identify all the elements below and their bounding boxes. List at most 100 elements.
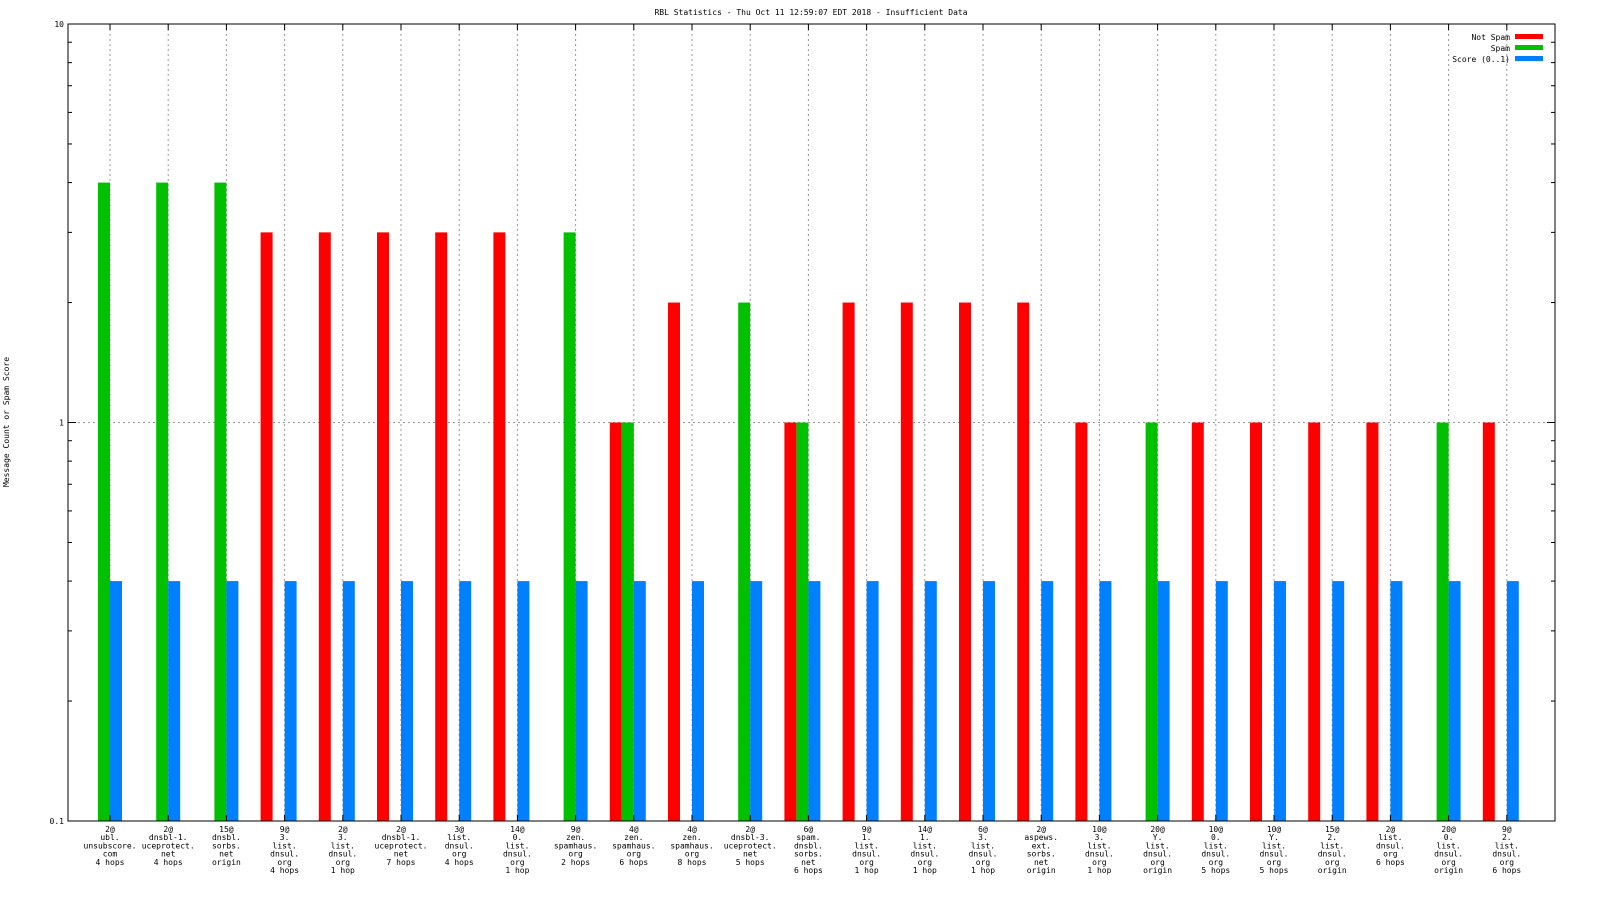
category-label-line: 7 hops	[387, 858, 416, 867]
category-label-line: uceprotect.	[724, 841, 777, 850]
category-label-line: net	[394, 850, 409, 859]
category-label-line: org	[336, 858, 351, 867]
category-label-line: 14@	[510, 825, 525, 834]
category-label-line: dnsul.	[969, 850, 998, 859]
category-label-line: 1 hop	[505, 866, 529, 875]
category-label-line: dnsul.	[503, 850, 532, 859]
category-label-line: 5 hops	[736, 858, 765, 867]
category-label-line: dnsul.	[910, 850, 939, 859]
y-axis-label: Message Count or Spam Score	[2, 357, 11, 487]
bar-score-0-1	[692, 581, 704, 821]
category-label-line: ubl.	[100, 833, 119, 842]
category-label: 15@ dnsbl. sorbs. net origin	[212, 825, 241, 867]
category-label-line: 1 hop	[331, 866, 355, 875]
category-label-line: 9@	[862, 825, 872, 834]
category-label-line: 4@	[629, 825, 639, 834]
category-label-line: 3@	[454, 825, 464, 834]
category-label-line: org	[1325, 858, 1340, 867]
category-label-line: net	[801, 858, 816, 867]
bar-not-spam	[1075, 422, 1088, 821]
category-label-line: list.	[331, 841, 355, 850]
bar-not-spam	[1366, 422, 1379, 821]
category-label-line: 6@	[978, 825, 988, 834]
bar-not-spam	[318, 232, 331, 821]
category-label-line: origin	[1143, 866, 1172, 875]
category-label-line: 1 hop	[855, 866, 879, 875]
category-label: 10@ 0. list. dnsul. org 5 hops	[1201, 825, 1230, 875]
category-label-line: org	[627, 850, 642, 859]
category-label-line: origin	[1434, 866, 1463, 875]
legend-label: Not Spam	[1471, 33, 1510, 42]
category-label-line: dnsbl.	[212, 833, 241, 842]
category-label-line: 2@	[1036, 825, 1046, 834]
category-label-line: 3.	[978, 833, 988, 842]
category-label-line: Y.	[1153, 833, 1163, 842]
category-label-line: list.	[913, 841, 937, 850]
category-label-line: dnsul.	[1085, 850, 1114, 859]
bar-score-0-1	[226, 581, 239, 821]
category-label-line: spamhaus.	[612, 841, 655, 850]
category-label-line: spam.	[796, 833, 820, 842]
category-label-line: list.	[1320, 841, 1344, 850]
bar-score-0-1	[1041, 581, 1054, 821]
category-label: 9@ 2. list. dnsul. org 6 hops	[1492, 825, 1521, 875]
category-label-line: org	[452, 850, 467, 859]
bar-score-0-1	[110, 581, 122, 821]
category-label-line: list.	[505, 841, 529, 850]
category-label-line: org	[510, 858, 525, 867]
bar-not-spam	[1250, 422, 1262, 821]
bar-spam	[1145, 422, 1158, 821]
bar-score-0-1	[1099, 581, 1112, 821]
bar-not-spam	[668, 302, 680, 821]
bar-spam	[796, 422, 809, 821]
category-label-line: 4@	[687, 825, 697, 834]
category-label-line: 6 hops	[619, 858, 648, 867]
category-label-line: dnsul.	[445, 841, 474, 850]
category-label: 9@ 1. list. dnsul. org 1 hop	[852, 825, 881, 875]
y-tick-label: 10	[54, 20, 64, 29]
category-label-line: 20@	[1150, 825, 1165, 834]
category-label-line: org	[1092, 858, 1107, 867]
category-label-line: 2@	[396, 825, 406, 834]
category-label-line: 6 hops	[1376, 858, 1405, 867]
bar-score-0-1	[1448, 581, 1461, 821]
bar-not-spam	[1308, 422, 1321, 821]
category-label-line: 14@	[918, 825, 933, 834]
category-label-line: ext.	[1032, 841, 1051, 850]
category-label: 2@ aspews. ext. sorbs. net origin	[1024, 825, 1058, 875]
bar-not-spam	[377, 232, 389, 821]
chart-title: RBL Statistics - Thu Oct 11 12:59:07 EDT…	[654, 8, 967, 17]
category-label-line: org	[277, 858, 292, 867]
bar-score-0-1	[866, 581, 879, 821]
category-label: 9@ zen. spamhaus. org 2 hops	[554, 825, 597, 867]
category-label-line: 2@	[1386, 825, 1396, 834]
category-label-line: 10@	[1209, 825, 1224, 834]
category-label-line: dnsul.	[1376, 841, 1405, 850]
category-label-line: list.	[273, 841, 297, 850]
bar-score-0-1	[1215, 581, 1228, 821]
category-label-line: net	[743, 850, 758, 859]
category-label: 15@ 2. list. dnsul. org origin	[1318, 825, 1347, 875]
category-label: 2@ 3. list. dnsul. org 1 hop	[328, 825, 357, 875]
category-label-line: 15@	[219, 825, 234, 834]
category-label: 4@ zen. spamhaus. org 8 hops	[670, 825, 713, 867]
category-label-line: 2@	[745, 825, 755, 834]
bar-score-0-1	[517, 581, 530, 821]
legend-swatch	[1515, 45, 1543, 50]
bar-spam	[738, 302, 751, 821]
bar-score-0-1	[633, 581, 646, 821]
legend-label: Score (0..1)	[1452, 55, 1510, 64]
category-label-line: dnsul.	[270, 850, 299, 859]
bar-not-spam	[260, 232, 273, 821]
category-label-line: zen.	[682, 833, 701, 842]
category-label-line: com	[103, 850, 118, 859]
category-label-line: 5 hops	[1260, 866, 1289, 875]
category-label-line: org	[685, 850, 700, 859]
bars-layer	[98, 182, 1519, 821]
category-label-line: 0.	[1444, 833, 1454, 842]
bar-score-0-1	[924, 581, 937, 821]
category-label: 14@ 0. list. dnsul. org 1 hop	[503, 825, 532, 875]
category-label: 2@ dnsbl-1. uceprotect. net 4 hops	[142, 825, 195, 867]
category-label-line: 4 hops	[445, 858, 474, 867]
